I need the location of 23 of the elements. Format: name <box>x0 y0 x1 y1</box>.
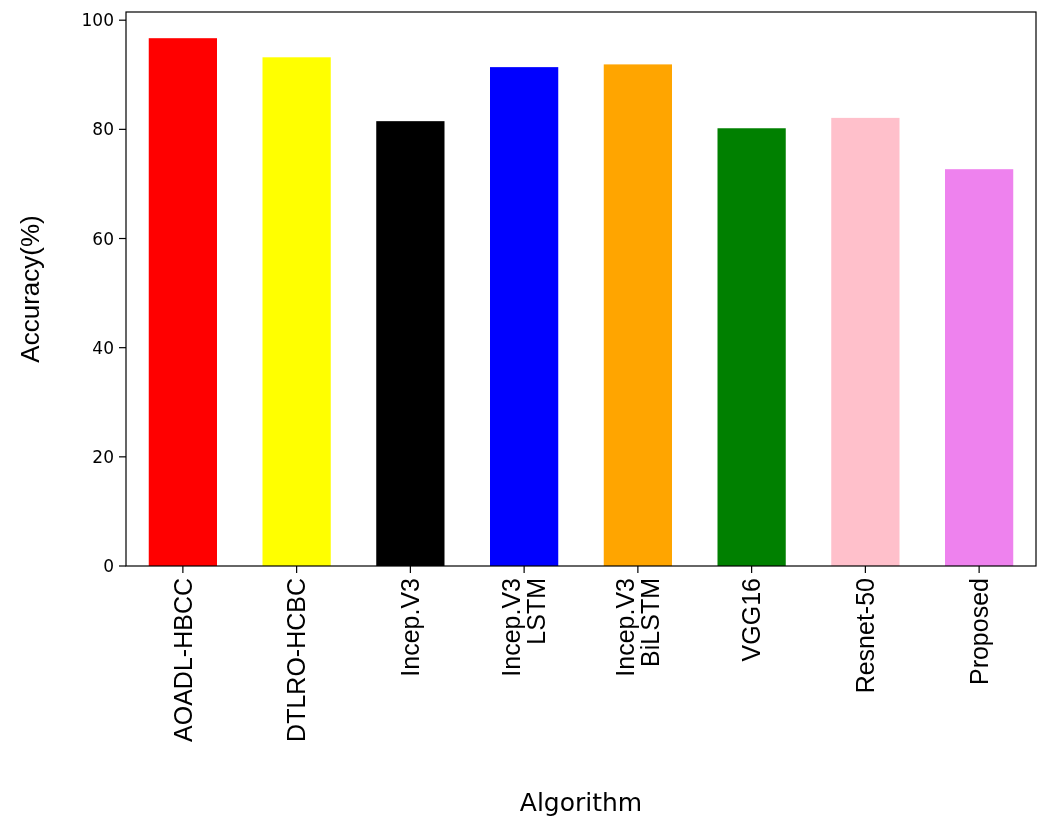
y-tick-label: 40 <box>92 337 114 358</box>
bar <box>148 38 217 566</box>
bar <box>945 169 1014 566</box>
x-tick-label: AOADL-HBCC <box>168 578 197 742</box>
y-tick-label: 20 <box>92 446 114 467</box>
x-tick-label: DTLRO-HCBC <box>282 578 311 742</box>
y-tick-label: 80 <box>92 119 114 140</box>
x-tick-label: Resnet-50 <box>851 578 880 694</box>
bar <box>603 64 672 566</box>
bar <box>262 57 331 566</box>
x-tick-label: VGG16 <box>737 578 766 662</box>
bar <box>831 117 900 566</box>
x-tick-label: Proposed <box>964 578 993 686</box>
x-axis-title: Algorithm <box>519 788 643 817</box>
bar <box>717 128 786 566</box>
bar <box>490 67 559 566</box>
y-axis-title: Accuracy(%) <box>15 215 45 363</box>
y-tick-label: 100 <box>81 10 114 31</box>
x-tick-label: Incep.V3 LSTM <box>497 578 551 677</box>
y-tick-label: 0 <box>103 556 114 576</box>
x-tick-label: Incep.V3 BiLSTM <box>611 578 665 677</box>
x-tick-label: Incep.V3 <box>396 578 425 677</box>
y-tick-label: 60 <box>92 228 114 249</box>
